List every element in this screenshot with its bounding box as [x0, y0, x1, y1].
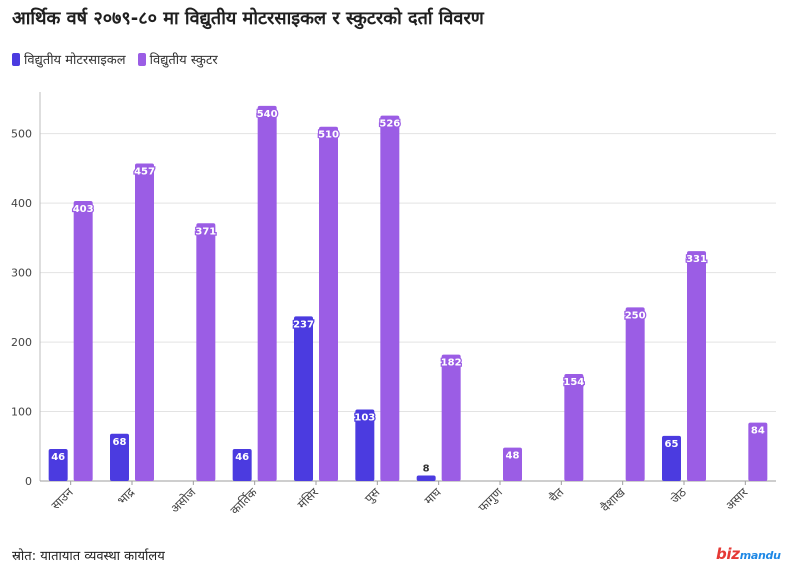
data-label: 331 — [686, 254, 707, 265]
legend-swatch-scooter — [137, 52, 146, 66]
data-label: 154 — [563, 377, 584, 388]
bizmandu-logo: bizmandu — [716, 545, 781, 563]
motorcycle-bar — [48, 449, 68, 481]
data-label: 237 — [293, 319, 314, 330]
legend-item-motorcycle[interactable]: विद्युतीय मोटरसाइकल — [12, 50, 126, 68]
data-label: 68 — [113, 437, 127, 448]
legend-label-scooter: विद्युतीय स्कुटर — [149, 53, 218, 68]
data-label: 103 — [354, 412, 375, 423]
data-label: 8 — [423, 463, 430, 474]
legend-label-motorcycle: विद्युतीय मोटरसाइकल — [24, 53, 126, 68]
scooter-bar — [380, 115, 400, 481]
x-tick-label: असोज — [168, 484, 199, 515]
data-label: 46 — [51, 452, 65, 463]
logo-secondary: mandu — [739, 549, 781, 562]
x-tick-label: साउन — [49, 485, 76, 512]
x-tick-label: फागुण — [476, 485, 506, 515]
data-label: 84 — [751, 426, 765, 437]
chart-title: आर्थिक वर्ष २०७९-८० मा विद्युतीय मोटरसाइ… — [12, 8, 484, 29]
scooter-bar — [257, 105, 277, 482]
x-tick-label: असार — [723, 484, 752, 513]
motorcycle-bar — [355, 409, 375, 481]
motorcycle-bar — [232, 449, 252, 481]
scooter-bar — [319, 126, 338, 481]
legend-item-scooter[interactable]: विद्युतीय स्कुटर — [137, 50, 218, 68]
data-label: 250 — [625, 310, 646, 321]
legend: विद्युतीय मोटरसाइकल विद्युतीय स्कुटर — [12, 50, 218, 68]
data-label: 510 — [318, 130, 339, 141]
scooter-bar — [687, 251, 706, 481]
x-tick-label: मंसिर — [295, 484, 322, 511]
x-tick-label: पुस — [362, 485, 384, 507]
x-tick-label: वैशाख — [598, 485, 628, 515]
y-tick-label: 300 — [11, 267, 32, 280]
scooter-bar — [503, 447, 522, 481]
y-tick-label: 200 — [11, 336, 32, 349]
y-tick-label: 400 — [11, 197, 32, 210]
y-tick-label: 0 — [25, 475, 32, 488]
scooter-bar — [441, 354, 461, 481]
motorcycle-bar — [416, 475, 436, 481]
scooter-bar — [73, 201, 93, 481]
x-tick-label: माघ — [422, 485, 445, 508]
x-tick-label: चैत — [546, 484, 567, 505]
y-tick-label: 500 — [11, 128, 32, 141]
data-label: 403 — [73, 204, 94, 215]
scooter-bar — [625, 307, 645, 481]
data-label: 526 — [379, 119, 400, 130]
data-label: 182 — [441, 358, 462, 369]
y-tick-label: 100 — [11, 406, 32, 419]
data-label: 457 — [134, 167, 155, 178]
data-label: 65 — [665, 439, 679, 450]
scooter-bar — [748, 422, 768, 481]
data-label: 371 — [195, 226, 216, 237]
scooter-bar — [564, 374, 584, 481]
logo-primary: biz — [716, 545, 740, 563]
legend-swatch-motorcycle — [12, 52, 20, 66]
scooter-bar — [135, 163, 154, 481]
x-tick-label: कार्तिक — [228, 485, 261, 518]
x-tick-label: भाद्र — [115, 485, 138, 508]
motorcycle-bar — [110, 433, 129, 481]
data-label: 540 — [257, 109, 278, 120]
data-label: 46 — [235, 452, 249, 463]
motorcycle-bar — [662, 435, 681, 481]
source-note: स्रोत: यातायात व्यवस्था कार्यालय — [12, 549, 165, 564]
scooter-bar — [196, 223, 216, 481]
data-label: 48 — [506, 451, 520, 462]
x-tick-label: जेठ — [668, 485, 690, 507]
motorcycle-bar — [294, 316, 313, 481]
